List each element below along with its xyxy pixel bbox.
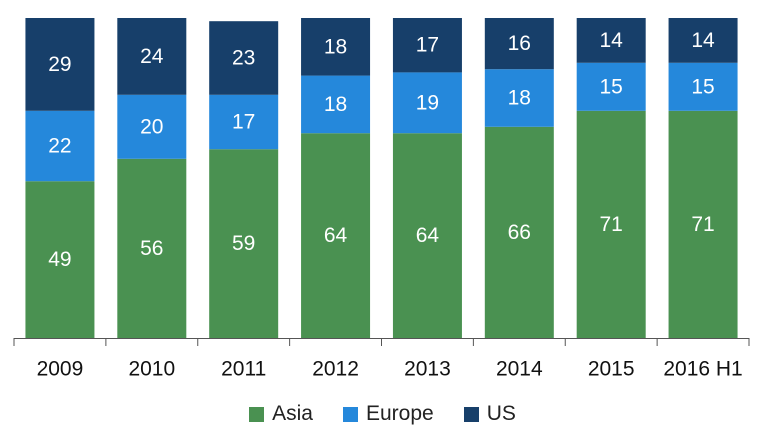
bar-europe-2010 (117, 94, 187, 159)
data-label-us: 14 (691, 29, 715, 52)
bar-europe-2011 (209, 94, 279, 150)
data-label-asia: 66 (508, 221, 531, 244)
legend-item-us: US (463, 402, 516, 426)
legend-label-europe: Europe (365, 402, 434, 425)
bar-us-2009 (25, 18, 95, 111)
x-tick-label: 2015 (588, 358, 635, 381)
bar-us-2010 (117, 18, 187, 95)
bar-asia-2016-h1 (668, 110, 738, 338)
legend: Asia Europe US (0, 396, 765, 432)
data-label-us: 24 (140, 45, 164, 68)
data-label-asia: 49 (48, 248, 71, 271)
legend-label-asia: Asia (272, 402, 313, 425)
bar-europe-2015 (576, 62, 646, 111)
legend-swatch-us (463, 406, 479, 422)
bar-us-2014 (484, 18, 554, 70)
legend-swatch-asia (249, 406, 265, 422)
data-label-europe: 22 (48, 135, 71, 158)
data-label-asia: 59 (232, 232, 255, 255)
bar-us-2011 (209, 21, 279, 95)
data-label-asia: 64 (324, 224, 348, 247)
bar-asia-2013 (392, 133, 462, 338)
x-tick-label: 2010 (128, 358, 175, 381)
data-label-us: 17 (416, 34, 439, 57)
data-label-us: 23 (232, 47, 255, 70)
x-tick-label: 2013 (404, 358, 451, 381)
bar-asia-2014 (484, 126, 554, 338)
data-label-asia: 71 (691, 213, 714, 236)
bar-asia-2011 (209, 149, 279, 338)
bar-asia-2009 (25, 181, 95, 338)
data-label-asia: 71 (600, 213, 623, 236)
data-label-europe: 19 (416, 91, 439, 114)
x-axis: 2009 2010 2011 2012 2013 2014 2015 2016 H1 (13, 338, 750, 381)
x-tick-label: 2012 (312, 358, 359, 381)
bar-asia-2015 (576, 110, 646, 338)
bar-europe-2012 (301, 75, 371, 134)
data-label-us: 29 (48, 53, 71, 76)
legend-item-europe: Europe (342, 402, 434, 426)
x-tick-label: 2009 (37, 358, 84, 381)
data-label-europe: 15 (691, 75, 714, 98)
bar-europe-2014 (484, 69, 554, 127)
bar-us-2012 (301, 18, 371, 76)
bar-us-2015 (576, 18, 646, 63)
bar-asia-2012 (301, 133, 371, 338)
legend-swatch-europe (342, 406, 358, 422)
data-label-europe: 20 (140, 115, 163, 138)
bar-europe-2009 (25, 110, 95, 182)
bars-group: 49 22 29 56 20 24 59 17 23 64 18 18 64 19 17 66 18 16 71 15… (25, 18, 738, 338)
stacked-bar-chart: 49 22 29 56 20 24 59 17 23 64 18 18 64 19 17 66 18 16 71 15… (13, 18, 750, 381)
bar-us-2016-h1 (668, 18, 738, 63)
x-tick-label: 2014 (496, 358, 543, 381)
bar-europe-2013 (392, 72, 462, 134)
data-label-asia: 64 (416, 224, 440, 247)
data-label-us: 18 (324, 35, 347, 58)
data-label-europe: 18 (508, 87, 531, 110)
data-label-europe: 15 (600, 75, 623, 98)
x-tick-label: 2016 H1 (663, 358, 742, 381)
bar-us-2013 (392, 18, 462, 73)
data-label-europe: 18 (324, 93, 347, 116)
bar-asia-2010 (117, 158, 187, 338)
legend-item-asia: Asia (249, 402, 313, 426)
data-label-asia: 56 (140, 237, 163, 260)
bar-europe-2016-h1 (668, 62, 738, 111)
legend-label-us: US (486, 402, 516, 425)
data-label-us: 14 (600, 29, 624, 52)
data-label-europe: 17 (232, 111, 255, 134)
x-tick-label: 2011 (221, 358, 266, 381)
data-label-us: 16 (508, 32, 531, 55)
